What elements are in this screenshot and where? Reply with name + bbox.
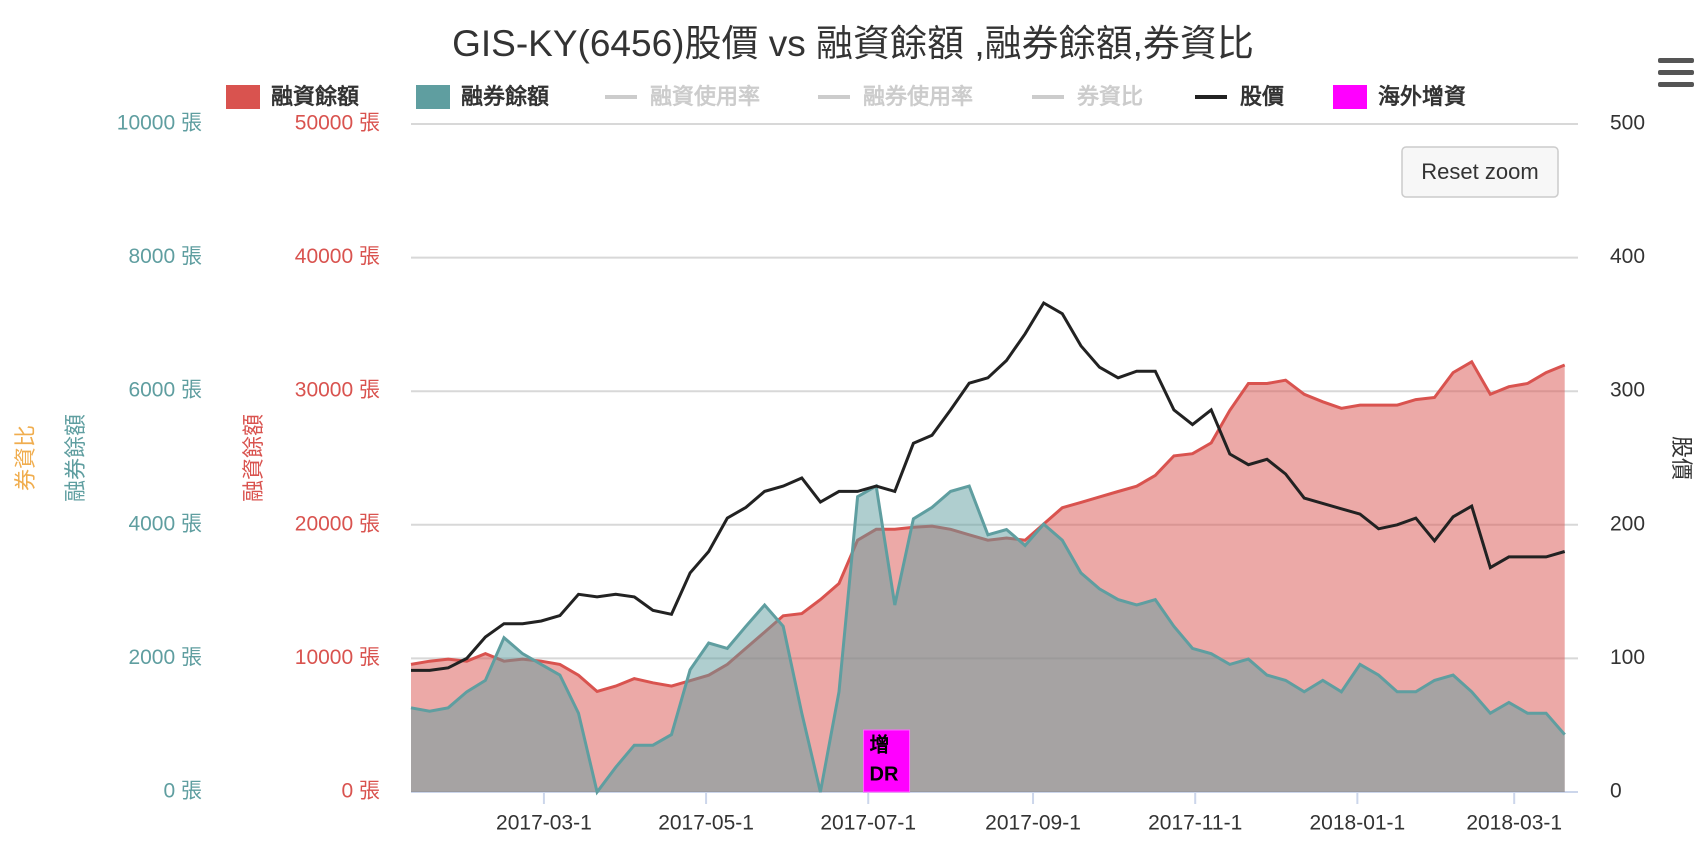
y3-tick-label: 6000 張 xyxy=(128,379,202,402)
y3-tick-label: 4000 張 xyxy=(128,512,202,535)
y-tick-label: 0 張 xyxy=(341,780,380,803)
axis-title: 融券餘額 xyxy=(63,414,88,502)
x-tick-label: 2018-03-1 xyxy=(1466,812,1562,835)
y2-tick-label: 300 xyxy=(1610,379,1645,402)
flag-label: DR xyxy=(870,763,899,785)
legend-item[interactable]: 海外增資 xyxy=(1333,84,1466,109)
legend-item[interactable]: 股價 xyxy=(1195,84,1285,109)
x-tick-label: 2017-11-1 xyxy=(1148,812,1242,835)
legend-label[interactable]: 券資比 xyxy=(1076,84,1143,109)
legend-label[interactable]: 融資使用率 xyxy=(650,84,760,109)
legend-item[interactable]: 券資比 xyxy=(1032,84,1143,109)
flag-label: 增 xyxy=(870,732,890,756)
axis-title: 融資餘額 xyxy=(241,414,266,502)
area-fill xyxy=(411,486,1565,792)
legend-item[interactable]: 融資餘額 xyxy=(226,84,359,109)
axis-title: 券資比 xyxy=(13,425,38,491)
legend-label[interactable]: 融資餘額 xyxy=(271,84,359,109)
legend-item[interactable]: 融券餘額 xyxy=(416,84,549,109)
button-label[interactable]: Reset zoom xyxy=(1421,159,1538,184)
y3-tick-label: 2000 張 xyxy=(128,646,202,669)
y3-tick-label: 10000 張 xyxy=(117,112,202,135)
axis-title: 股價 xyxy=(1669,436,1694,480)
menu-bar[interactable] xyxy=(1658,58,1694,63)
menu-button[interactable] xyxy=(1658,58,1694,87)
y-tick-label: 50000 張 xyxy=(295,112,380,135)
y-tick-label: 30000 張 xyxy=(295,379,380,402)
chart-title: GIS-KY(6456)股價 vs 融資餘額 ,融券餘額,券資比 xyxy=(452,23,1254,64)
legend-item[interactable]: 融資使用率 xyxy=(605,84,760,109)
x-tick-label: 2017-05-1 xyxy=(658,812,754,835)
legend-label[interactable]: 融券餘額 xyxy=(461,84,549,109)
legend-item[interactable]: 融券使用率 xyxy=(818,84,973,109)
y3-tick-label: 8000 張 xyxy=(128,245,202,268)
x-tick-label: 2018-01-1 xyxy=(1309,812,1405,835)
y2-tick-label: 400 xyxy=(1610,245,1645,268)
area-line xyxy=(410,483,1566,796)
x-tick-label: 2017-07-1 xyxy=(820,812,916,835)
legend-symbol[interactable] xyxy=(416,85,450,109)
y-tick-label: 40000 張 xyxy=(295,245,380,268)
y-tick-label: 20000 張 xyxy=(295,512,380,535)
button-box[interactable] xyxy=(1401,146,1559,198)
y2-tick-label: 200 xyxy=(1610,512,1645,535)
y2-tick-label: 0 xyxy=(1610,780,1622,803)
legend-label[interactable]: 股價 xyxy=(1240,84,1285,109)
menu-bar[interactable] xyxy=(1658,82,1694,87)
x-tick-label: 2017-03-1 xyxy=(496,812,592,835)
reset-zoom-button[interactable]: Reset zoom xyxy=(1401,146,1559,198)
menu-bar[interactable] xyxy=(1658,70,1694,75)
y-tick-label: 10000 張 xyxy=(295,646,380,669)
legend-symbol[interactable] xyxy=(226,85,260,109)
price-line xyxy=(411,300,1566,672)
flag xyxy=(863,729,911,793)
legend-symbol[interactable] xyxy=(1333,85,1367,109)
y2-tick-label: 100 xyxy=(1610,646,1645,669)
x-tick-label: 2017-09-1 xyxy=(985,812,1081,835)
y3-tick-label: 0 張 xyxy=(163,780,202,803)
legend-label[interactable]: 融券使用率 xyxy=(863,84,973,109)
legend-label[interactable]: 海外增資 xyxy=(1378,84,1466,109)
y2-tick-label: 500 xyxy=(1610,112,1645,135)
